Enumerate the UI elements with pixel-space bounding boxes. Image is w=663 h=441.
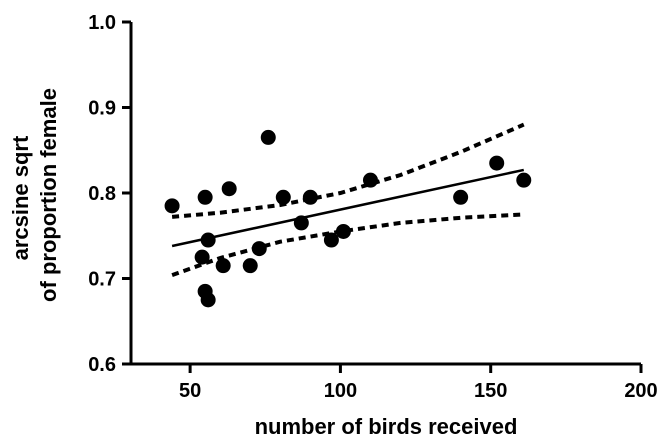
data-point xyxy=(323,232,339,248)
y-tick-label: 0.8 xyxy=(88,183,116,205)
upper-confidence-line xyxy=(171,122,525,219)
data-point xyxy=(200,232,216,248)
y-tick-label: 0.7 xyxy=(88,269,116,291)
x-axis-title: number of birds received xyxy=(255,414,518,439)
data-point xyxy=(251,241,267,257)
y-axis-title: arcsine sqrt of proportion female xyxy=(8,88,61,302)
data-point xyxy=(221,181,237,197)
data-point xyxy=(489,155,505,171)
x-tick-label: 200 xyxy=(624,380,657,402)
y-axis-title-line-1: arcsine sqrt xyxy=(8,135,33,260)
data-point xyxy=(164,198,180,214)
regression-line xyxy=(171,168,525,248)
data-point xyxy=(335,223,351,239)
x-tick-label: 150 xyxy=(474,380,507,402)
data-point xyxy=(293,215,309,231)
y-tick-label: 0.6 xyxy=(88,354,116,376)
data-point xyxy=(275,189,291,205)
axes: 0.6 0.7 0.8 0.9 1.0 50 100 150 200 xyxy=(88,12,658,402)
axis-labels: number of birds received arcsine sqrt of… xyxy=(8,88,517,439)
y-tick-label: 1.0 xyxy=(88,12,116,34)
y-axis-title-line-2: of proportion female xyxy=(36,88,61,302)
data-point xyxy=(197,189,213,205)
data-point xyxy=(260,129,276,145)
data-point xyxy=(362,172,378,188)
data-point xyxy=(302,189,318,205)
data-points xyxy=(164,129,532,308)
y-tick-label: 0.9 xyxy=(88,98,116,120)
data-point xyxy=(200,292,216,308)
data-point xyxy=(516,172,532,188)
data-point xyxy=(242,258,258,274)
regression-fit xyxy=(171,168,525,248)
x-tick-label: 100 xyxy=(324,380,357,402)
data-point xyxy=(215,258,231,274)
data-point xyxy=(194,249,210,265)
x-tick-label: 50 xyxy=(179,380,201,402)
confidence-band xyxy=(171,122,525,277)
data-point xyxy=(453,189,469,205)
